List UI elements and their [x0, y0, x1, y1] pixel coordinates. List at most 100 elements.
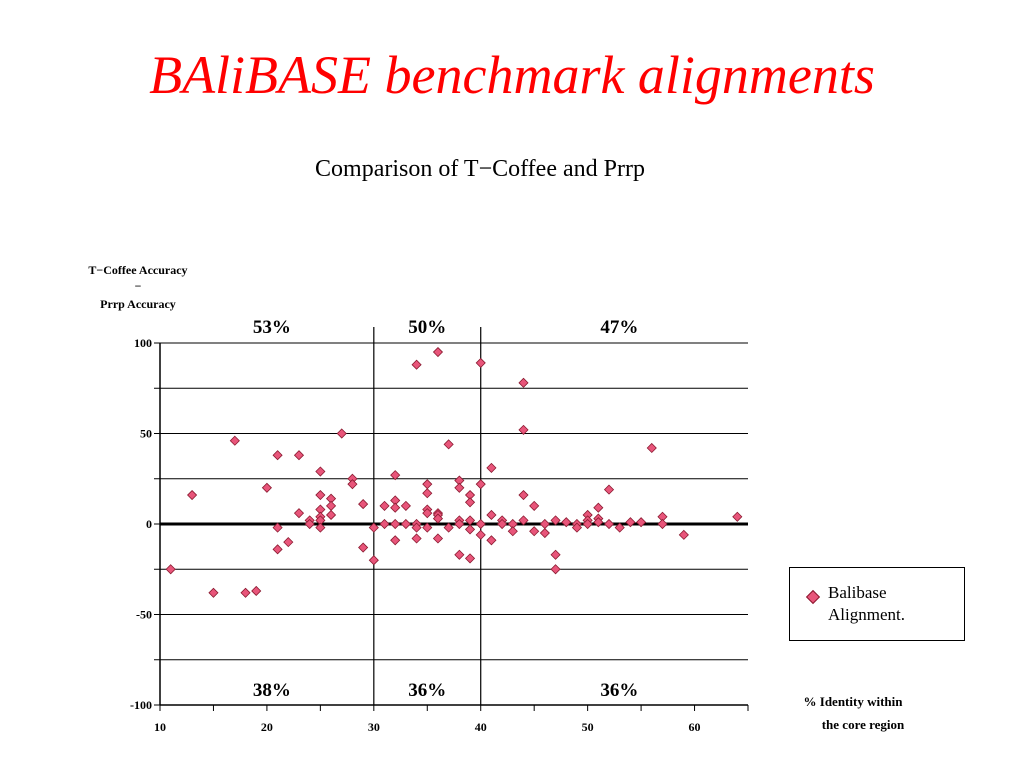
data-point — [486, 462, 497, 473]
y-axis-label-line1: T−Coffee Accuracy — [88, 263, 187, 277]
data-point — [358, 542, 369, 553]
y-tick-label: -50 — [136, 608, 152, 622]
data-point — [475, 479, 486, 490]
y-tick-label: 100 — [134, 336, 152, 350]
data-point — [422, 488, 433, 499]
data-point — [464, 497, 476, 508]
data-point — [475, 518, 486, 530]
data-point — [187, 489, 198, 501]
y-axis-label-line3: Prrp Accuracy — [100, 297, 176, 311]
data-point — [390, 535, 401, 546]
data-point — [272, 544, 283, 555]
data-point — [518, 377, 529, 388]
data-point — [518, 489, 529, 501]
data-point — [293, 508, 305, 519]
legend-marker-icon — [805, 589, 821, 605]
data-point — [422, 508, 433, 519]
data-point — [443, 439, 454, 450]
data-point — [454, 482, 465, 493]
data-point — [593, 502, 604, 513]
x-tick-label: 60 — [689, 720, 701, 734]
data-point — [315, 522, 326, 533]
data-point — [293, 450, 305, 461]
data-point — [454, 518, 465, 530]
data-point — [550, 515, 561, 526]
data-point — [251, 585, 262, 597]
data-point — [400, 500, 411, 511]
data-point — [422, 479, 433, 490]
data-point — [625, 517, 636, 528]
data-point — [529, 500, 540, 511]
data-point — [368, 522, 379, 533]
legend-label-line1: Balibase — [828, 583, 887, 602]
data-point — [411, 522, 422, 533]
legend-label: Balibase Alignment. — [828, 582, 905, 626]
data-point — [464, 553, 476, 564]
data-point — [315, 466, 326, 477]
data-point — [464, 524, 476, 535]
data-point — [304, 518, 315, 530]
x-tick-label: 40 — [475, 720, 487, 734]
x-tick-label: 10 — [154, 720, 166, 734]
data-point — [368, 555, 379, 566]
data-point — [208, 587, 219, 598]
data-point — [550, 564, 561, 575]
data-point — [486, 535, 497, 546]
x-tick-label: 30 — [368, 720, 380, 734]
data-point — [475, 357, 486, 368]
data-point — [646, 442, 657, 454]
region-label-bottom: 38% — [253, 680, 291, 701]
data-point — [454, 549, 465, 560]
data-point — [315, 489, 326, 501]
data-point — [390, 518, 401, 530]
data-point — [379, 500, 390, 511]
data-point — [603, 484, 615, 495]
legend-label-line2: Alignment. — [828, 605, 905, 624]
data-point — [347, 479, 358, 490]
slide-title: BAliBASE benchmark alignments — [149, 45, 875, 105]
y-tick-label: -100 — [130, 698, 152, 712]
x-tick-label: 50 — [582, 720, 594, 734]
data-point — [550, 549, 561, 560]
data-point — [165, 564, 176, 575]
data-point — [411, 359, 422, 370]
data-point — [379, 518, 390, 530]
region-label-top: 47% — [600, 317, 638, 338]
legend: Balibase Alignment. — [789, 567, 965, 641]
data-point — [283, 537, 294, 548]
data-point — [732, 511, 743, 522]
data-point — [486, 509, 497, 521]
data-point — [325, 500, 337, 511]
data-point — [678, 529, 689, 540]
data-point — [582, 518, 593, 530]
data-point — [475, 529, 486, 540]
data-point — [229, 435, 240, 446]
data-point — [539, 518, 550, 530]
x-axis-label-line2: the core region — [822, 717, 905, 732]
x-tick-label: 20 — [261, 720, 273, 734]
region-label-top: 50% — [408, 317, 446, 338]
data-point — [390, 502, 401, 513]
data-point — [422, 522, 433, 533]
data-point — [529, 526, 540, 537]
y-axis-label-line2: − — [135, 279, 142, 293]
data-point — [411, 533, 422, 544]
data-point — [432, 346, 444, 358]
data-point — [400, 518, 411, 530]
data-point — [390, 470, 401, 481]
region-label-bottom: 36% — [600, 680, 638, 701]
data-point — [593, 517, 604, 528]
data-point — [497, 518, 508, 530]
data-point — [272, 522, 283, 533]
data-point — [272, 450, 283, 461]
data-point — [325, 509, 337, 521]
data-point — [432, 533, 444, 544]
x-axis-label-line1: % Identity within — [804, 694, 904, 709]
data-point — [358, 499, 369, 510]
y-tick-label: 0 — [146, 517, 152, 531]
data-point — [432, 513, 444, 524]
chart-title: Comparison of T−Coffee and Prrp — [315, 156, 645, 182]
data-point — [261, 482, 272, 493]
data-point — [636, 517, 647, 528]
